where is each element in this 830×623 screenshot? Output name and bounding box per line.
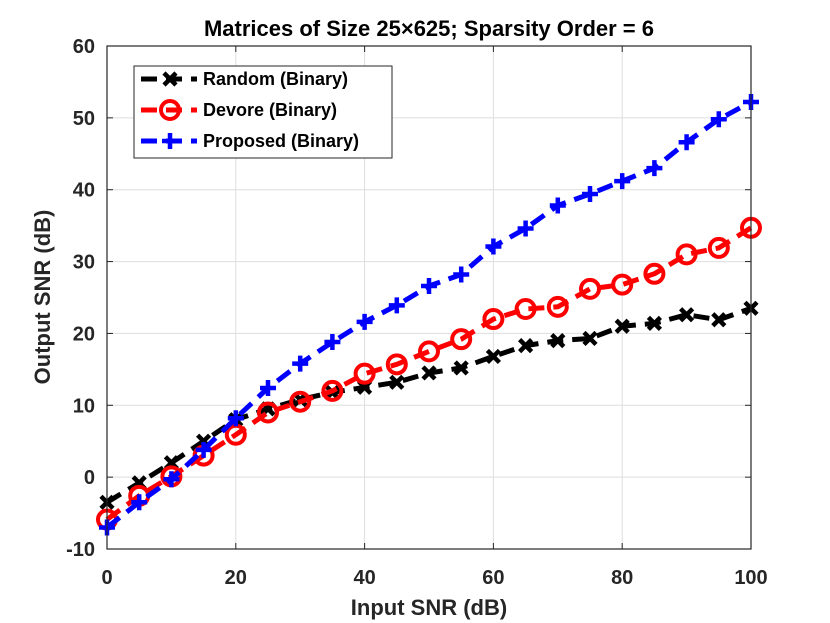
legend-label: Random (Binary): [203, 69, 348, 89]
data-point: [227, 410, 244, 427]
data-point: [421, 365, 437, 381]
legend-marker: [162, 133, 178, 149]
data-point: [163, 471, 180, 488]
data-point: [453, 360, 469, 376]
data-point: [421, 278, 437, 295]
series-group: [96, 94, 762, 536]
data-point: [324, 334, 341, 351]
data-point: [679, 307, 695, 323]
y-tick-label: 50: [73, 108, 95, 130]
data-point: [388, 297, 405, 314]
data-point: [385, 353, 408, 376]
data-point: [485, 238, 502, 255]
y-axis-label: Output SNR (dB): [30, 210, 55, 385]
data-point: [582, 186, 598, 203]
legend-marker: [159, 99, 181, 121]
data-point: [614, 173, 631, 190]
y-tick-label: 20: [73, 323, 95, 345]
data-point: [707, 236, 730, 259]
data-point: [289, 390, 312, 413]
data-point: [389, 374, 405, 390]
legend-label: Proposed (Binary): [203, 131, 359, 151]
data-point: [517, 220, 534, 237]
y-tick-label: -10: [66, 539, 95, 561]
data-point: [450, 328, 473, 351]
data-point: [482, 308, 505, 331]
data-point: [260, 380, 276, 397]
data-point: [579, 277, 601, 300]
data-point: [550, 333, 566, 349]
data-point: [485, 348, 501, 365]
y-tick-label: 40: [73, 180, 95, 202]
data-point: [549, 197, 566, 214]
data-point: [518, 338, 534, 354]
chart-title: Matrices of Size 25×625; Sparsity Order …: [204, 16, 654, 41]
tick-marks: [106, 45, 752, 550]
y-tick-label: 10: [73, 395, 95, 417]
x-tick-label: 100: [734, 567, 767, 589]
data-point: [353, 362, 376, 385]
data-point: [711, 312, 727, 328]
data-point: [292, 355, 309, 372]
data-point: [514, 297, 537, 320]
data-point: [546, 295, 569, 318]
data-point: [453, 266, 470, 283]
y-tick-label: 30: [73, 252, 95, 274]
x-tick-label: 60: [482, 567, 504, 589]
data-point: [582, 330, 598, 347]
x-tick-labels: 0 20 40 60 80 100: [101, 567, 767, 589]
data-point: [356, 313, 373, 330]
data-point: [643, 262, 666, 285]
x-tick-label: 20: [225, 567, 247, 589]
data-point: [195, 441, 212, 458]
data-point: [418, 340, 440, 363]
data-point: [131, 494, 148, 511]
x-tick-label: 0: [101, 567, 112, 589]
data-point: [614, 318, 630, 334]
data-point: [646, 315, 662, 331]
data-point: [678, 134, 695, 151]
data-point: [710, 111, 727, 128]
y-tick-labels: -10 0 10 20 30 40 50 60: [66, 36, 95, 561]
legend-marker: [162, 71, 178, 87]
data-point: [611, 273, 634, 296]
x-axis-label: Input SNR (dB): [351, 595, 507, 620]
data-point: [321, 379, 344, 402]
data-point: [675, 243, 698, 266]
x-tick-label: 40: [353, 567, 375, 589]
y-tick-label: 60: [73, 36, 95, 58]
legend: Random (Binary) Devore (Binary) Proposed (…: [133, 65, 393, 159]
data-point: [257, 401, 279, 424]
plot-frame: [106, 45, 752, 550]
series-line: [105, 225, 753, 522]
legend-label: Devore (Binary): [203, 100, 337, 120]
data-point: [646, 160, 663, 177]
x-tick-label: 80: [611, 567, 633, 589]
y-tick-label: 0: [84, 467, 95, 489]
